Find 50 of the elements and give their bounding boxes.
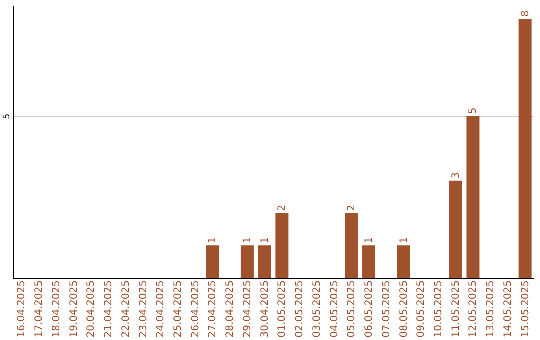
x-tick-label: 07.05.2025 (381, 280, 392, 338)
x-tick-label: 20.04.2025 (86, 280, 98, 338)
x-tick-label: 29.04.2025 (242, 280, 254, 338)
x-tick-label: 06.05.2025 (364, 280, 376, 338)
bar (240, 246, 254, 278)
bar (362, 246, 376, 278)
data-label: 1 (364, 237, 376, 244)
x-tick-label: 24.04.2025 (156, 280, 167, 338)
x-tick-label: 15.05.2025 (520, 280, 532, 338)
x-tick-label: 10.05.2025 (433, 280, 444, 338)
data-label: 1 (398, 237, 410, 244)
bar (258, 246, 272, 278)
x-tick-label: 19.04.2025 (68, 280, 80, 338)
x-tick-label: 16.04.2025 (16, 280, 28, 338)
data-label: 2 (346, 204, 358, 212)
bar (276, 213, 289, 278)
x-tick-label: 14.05.2025 (502, 280, 514, 338)
x-tick-label: 25.04.2025 (172, 280, 184, 338)
x-tick-label: 05.05.2025 (346, 280, 358, 338)
data-label: 8 (520, 10, 532, 17)
bar (518, 18, 532, 278)
x-tick-label: 23.04.2025 (138, 280, 150, 338)
x-tick-label: 26.04.2025 (190, 280, 202, 338)
x-tick-label: 17.04.2025 (34, 280, 46, 338)
data-label: 1 (208, 237, 219, 244)
data-label: 1 (242, 237, 254, 244)
x-tick-label: 11.05.2025 (450, 280, 462, 338)
x-tick-label: 12.05.2025 (468, 280, 480, 338)
x-tick-label: 27.04.2025 (208, 280, 219, 338)
data-label: 2 (277, 204, 288, 212)
bar (397, 246, 410, 278)
x-tick-label: 03.05.2025 (312, 280, 323, 338)
x-tick-label: 02.05.2025 (294, 280, 306, 338)
x-tick-label: 01.05.2025 (277, 280, 288, 338)
x-tick-label: 13.05.2025 (486, 280, 497, 338)
x-tick-label: 09.05.2025 (416, 280, 428, 338)
bar (206, 246, 220, 278)
data-label: 5 (468, 108, 480, 114)
x-tick-label: 30.04.2025 (260, 280, 271, 338)
bar (345, 213, 358, 278)
bar (466, 116, 480, 278)
data-label: 1 (260, 237, 271, 244)
x-tick-label: 22.04.2025 (120, 280, 132, 338)
x-tick-label: 28.04.2025 (225, 280, 236, 338)
x-tick-label: 04.05.2025 (329, 280, 340, 338)
bar (449, 180, 462, 278)
x-tick-label: 21.04.2025 (104, 280, 115, 338)
data-label: 3 (450, 172, 462, 179)
x-tick-label: 18.04.2025 (51, 280, 62, 338)
x-tick-label: 08.05.2025 (398, 280, 410, 338)
